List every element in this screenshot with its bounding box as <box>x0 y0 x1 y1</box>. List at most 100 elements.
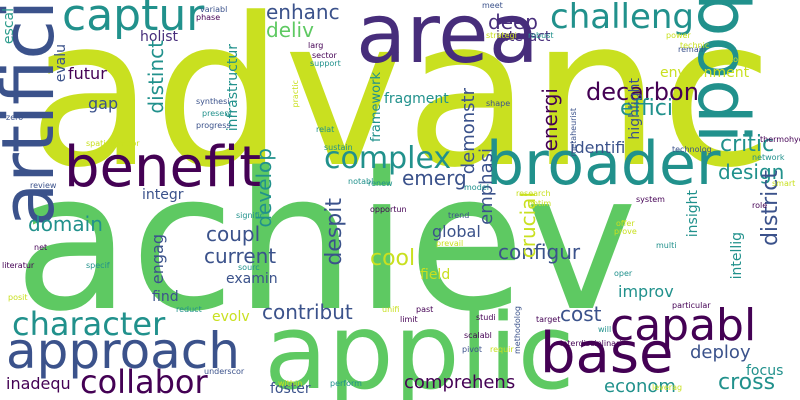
word: research <box>516 189 551 198</box>
word: support <box>310 59 341 68</box>
word: progress <box>196 121 231 130</box>
word: highlight <box>627 78 643 140</box>
word: focus <box>746 363 784 379</box>
word: despit <box>322 198 347 266</box>
word: comprehens <box>404 372 516 393</box>
word: offer <box>616 219 635 228</box>
word: base <box>540 321 674 386</box>
word: leverag <box>652 383 683 392</box>
word: cost <box>560 302 602 326</box>
word: posit <box>8 293 28 302</box>
word: zero <box>6 113 24 122</box>
word: specif <box>86 261 110 270</box>
word: energi <box>538 88 562 152</box>
word: larg <box>308 41 324 50</box>
word: coupl <box>206 222 261 246</box>
word: decarbon <box>586 78 699 106</box>
word: design <box>718 160 785 184</box>
word: synthesi <box>196 97 230 106</box>
word: technic <box>680 41 710 50</box>
word: captur <box>62 0 205 41</box>
word: foster <box>270 381 311 397</box>
word: optim <box>528 199 552 208</box>
word: global <box>432 222 481 241</box>
word: smart <box>772 179 796 188</box>
word: power <box>666 31 691 40</box>
word: requir <box>490 345 514 354</box>
word: deliv <box>266 18 314 42</box>
word: achiev <box>14 132 638 353</box>
word: methodolog <box>513 306 522 354</box>
word: holist <box>140 29 179 45</box>
word: environment <box>660 65 750 81</box>
word: challeng <box>550 0 695 37</box>
word: net <box>34 243 48 252</box>
word: trend <box>448 211 470 220</box>
word: prove <box>614 227 637 236</box>
word: multi <box>656 241 677 250</box>
word: infrastructur <box>225 44 241 132</box>
word: domain <box>28 212 103 236</box>
word: opportun <box>370 205 407 214</box>
word: present <box>202 109 233 118</box>
word: metaheurist <box>569 108 578 157</box>
word: system <box>636 195 665 204</box>
word: gap <box>88 94 119 113</box>
word: engag <box>148 234 167 285</box>
word: field <box>420 267 451 283</box>
word: benefit <box>64 135 262 200</box>
word: within <box>278 379 303 388</box>
word: strategi <box>486 31 517 40</box>
word: evolv <box>212 309 250 325</box>
word: practic <box>291 80 300 108</box>
word: renew <box>368 179 393 188</box>
word: approach <box>6 322 240 380</box>
word: critic <box>720 132 775 157</box>
word: reduct <box>176 305 202 314</box>
word: contribut <box>262 300 353 324</box>
word: prevail <box>436 239 464 248</box>
word: emerg <box>402 166 467 190</box>
word: notabl <box>348 177 374 186</box>
word: studi <box>476 313 496 322</box>
word: remain <box>678 45 707 54</box>
word: configur <box>498 240 581 264</box>
word: futur <box>68 64 107 83</box>
word: identifi <box>570 138 626 157</box>
word: insight <box>685 190 701 238</box>
word: perform <box>330 379 362 388</box>
word: sector <box>312 51 337 60</box>
word: bodi <box>682 0 764 144</box>
word: econom <box>604 376 676 397</box>
word: review <box>30 181 57 190</box>
word: applic <box>264 291 575 400</box>
word: deploy <box>690 342 751 363</box>
word: signific <box>236 211 265 220</box>
word: collabor <box>80 363 208 400</box>
word: shape <box>486 99 511 108</box>
word: inadequ <box>6 374 71 393</box>
word: complex <box>324 141 452 176</box>
word: distinct <box>144 40 168 114</box>
word: past <box>416 305 434 314</box>
word: toward <box>730 55 758 64</box>
word: escal <box>1 8 17 45</box>
word: integr <box>142 187 184 203</box>
word: improv <box>618 282 674 301</box>
word: examin <box>226 271 278 287</box>
word: evalu <box>53 44 69 83</box>
word: cool <box>370 246 416 271</box>
word: technolog <box>672 145 712 154</box>
word: unifi <box>382 305 400 314</box>
word: cross <box>718 370 776 395</box>
word: model <box>464 183 489 192</box>
word: role <box>752 201 768 210</box>
word: broader <box>486 129 721 199</box>
word: particular <box>672 301 711 310</box>
word: network <box>752 153 785 162</box>
word: phase <box>196 13 221 22</box>
word: scalabl <box>464 331 492 340</box>
word: pivot <box>462 345 483 354</box>
word: literatur <box>2 261 35 270</box>
